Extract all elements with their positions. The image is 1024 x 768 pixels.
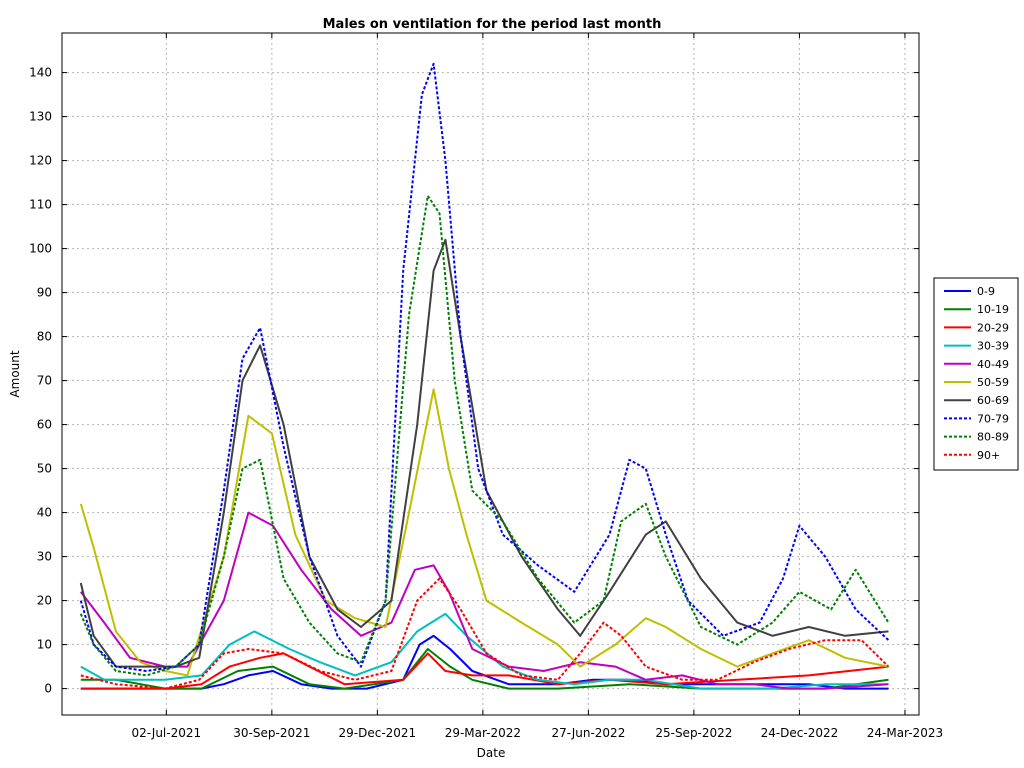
series-line-90+ [80,577,890,690]
series-line-60-69 [79,238,889,668]
grid-lines [62,33,919,715]
legend-label-30-39: 30-39 [977,340,1009,353]
x-tick-label: 24-Mar-2023 [867,726,943,740]
x-tick-label: 02-Jul-2021 [132,726,202,740]
legend-label-50-59: 50-59 [977,376,1009,389]
legend-label-90+: 90+ [977,449,1000,462]
x-tick-label: 29-Dec-2021 [339,726,417,740]
y-tick-label: 10 [37,638,52,652]
legend-label-0-9: 0-9 [977,285,995,298]
legend-label-60-69: 60-69 [977,394,1009,407]
series-line-80-89 [79,194,890,677]
y-tick-label: 70 [37,374,52,388]
legend-label-80-89: 80-89 [977,431,1009,444]
x-tick-label: 25-Sep-2022 [655,726,732,740]
legend-label-70-79: 70-79 [977,412,1009,425]
y-tick-label: 140 [29,66,52,80]
x-tick-label: 24-Dec-2022 [761,726,839,740]
y-axis-ticks: 0 10 20 30 40 50 60 70 80 90 100 110 120 130 140 [29,66,919,696]
y-tick-label: 60 [37,418,52,432]
series-layer [79,62,890,690]
y-tick-label: 20 [37,594,52,608]
x-tick-label: 30-Sep-2021 [233,726,310,740]
legend-label-40-49: 40-49 [977,358,1009,371]
y-tick-label: 50 [37,462,52,476]
x-axis-title: Date [477,746,506,760]
y-tick-label: 80 [37,330,52,344]
y-tick-label: 100 [29,242,52,256]
series-line-70-79 [79,62,890,672]
y-tick-label: 30 [37,550,52,564]
y-tick-label: 0 [44,682,52,696]
y-tick-label: 40 [37,506,52,520]
legend-label-20-29: 20-29 [977,321,1009,334]
legend-label-10-19: 10-19 [977,303,1009,316]
y-axis-title: Amount [8,350,22,397]
y-tick-label: 90 [37,286,52,300]
y-tick-label: 130 [29,110,52,124]
x-axis-ticks: 02-Jul-2021 30-Sep-2021 29-Dec-2021 29-Mar-… [132,33,943,740]
x-tick-label: 29-Mar-2022 [445,726,521,740]
x-tick-label: 27-Jun-2022 [551,726,625,740]
series-line-20-29 [80,652,889,690]
legend: 0-9 10-19 20-29 30-39 40-49 50-59 60-69 70-79 80… [933,277,1019,471]
plot-frame [61,32,920,716]
y-tick-label: 120 [29,154,52,168]
y-tick-label: 110 [29,198,52,212]
series-line-30-39 [80,612,889,690]
chart-title: Males on ventilation for the period last… [323,17,662,32]
series-line-50-59 [79,388,889,677]
